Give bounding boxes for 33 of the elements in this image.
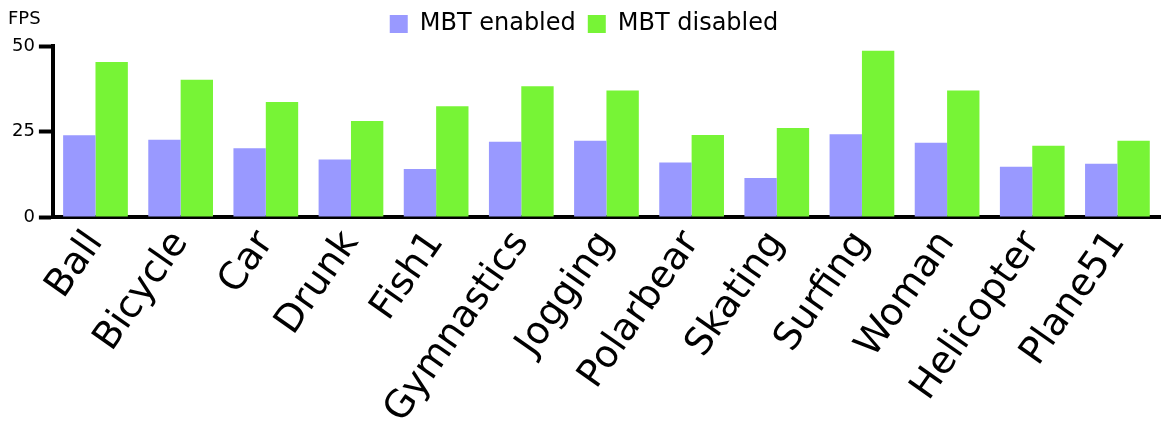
bar xyxy=(744,178,777,217)
bar xyxy=(488,141,522,217)
x-tick-label: Car xyxy=(207,221,282,301)
y-tick-label: 25 xyxy=(12,119,35,141)
bar xyxy=(574,140,607,217)
bar xyxy=(233,148,266,217)
bar xyxy=(861,50,895,217)
bar xyxy=(947,90,980,217)
bar xyxy=(436,106,469,217)
bar xyxy=(1085,163,1118,217)
legend-label: MBT disabled xyxy=(617,8,779,37)
bar xyxy=(403,169,437,217)
bar xyxy=(691,134,724,217)
bar xyxy=(265,102,299,217)
y-tick-label: 50 xyxy=(12,33,35,55)
bar xyxy=(776,128,810,217)
bar xyxy=(95,62,128,217)
bar xyxy=(659,162,692,217)
bar xyxy=(350,120,384,217)
bar xyxy=(521,86,554,217)
legend-label: MBT enabled xyxy=(419,8,576,37)
bar xyxy=(914,142,948,217)
y-tick-label: 0 xyxy=(23,204,35,226)
bar xyxy=(606,90,639,217)
bar xyxy=(1032,145,1065,217)
bar xyxy=(1117,140,1150,217)
bar xyxy=(180,79,214,217)
bar xyxy=(63,135,96,217)
y-axis-title: FPS xyxy=(8,6,41,28)
bar xyxy=(148,139,181,217)
bar xyxy=(999,166,1033,217)
bar xyxy=(829,134,862,217)
bar xyxy=(318,159,351,217)
